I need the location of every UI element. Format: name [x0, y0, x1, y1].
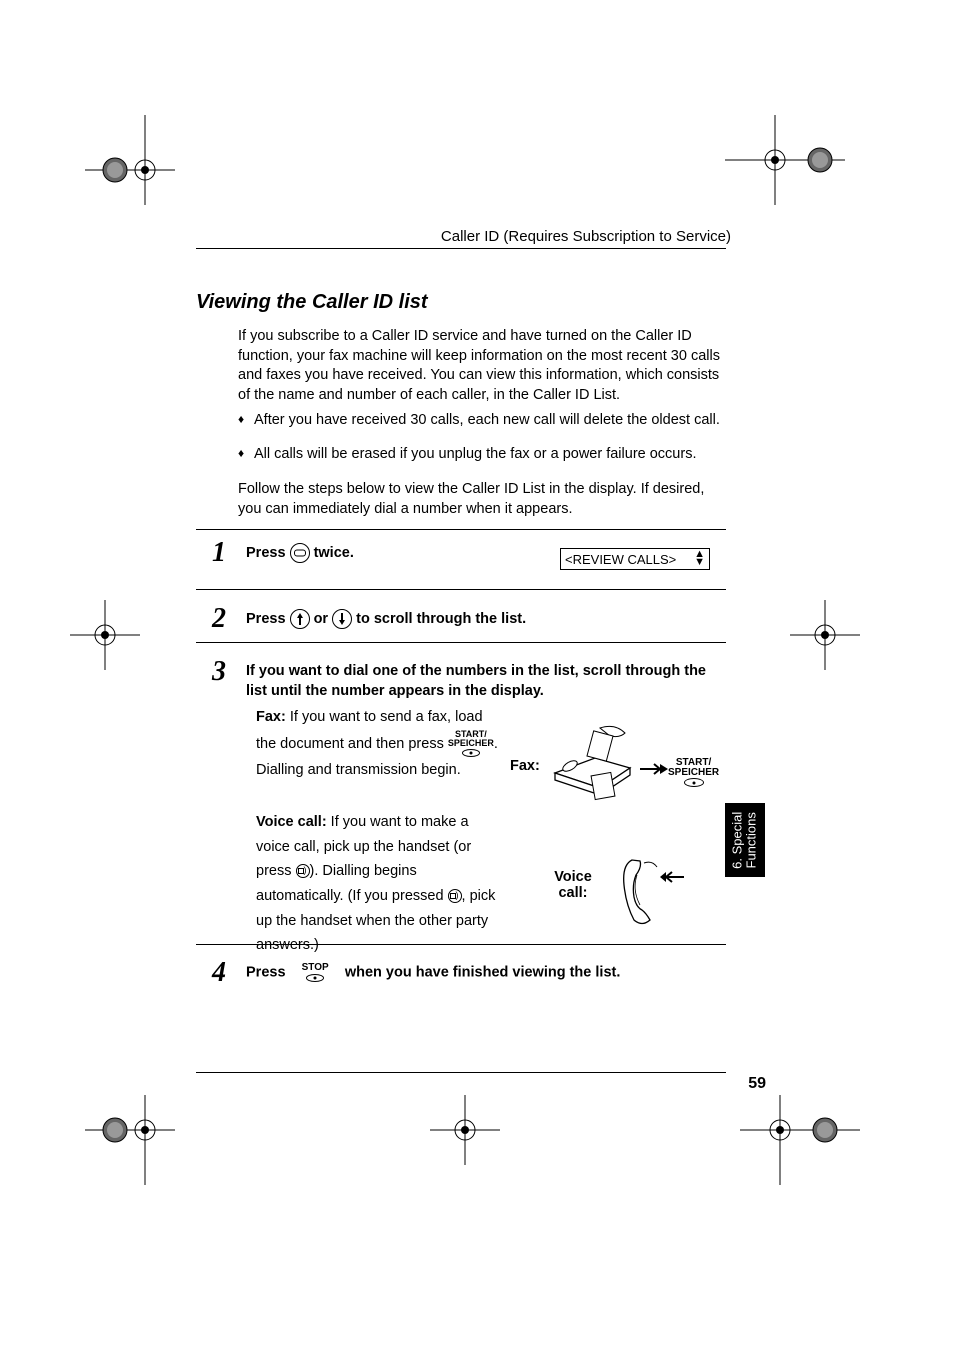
divider [196, 944, 726, 945]
section-title: Viewing the Caller ID list [196, 291, 428, 314]
step-number: 1 [212, 537, 226, 569]
step-number: 2 [212, 603, 226, 635]
chapter-tab: 6. Special Functions [725, 803, 765, 877]
followup-paragraph: Follow the steps below to view the Calle… [238, 480, 728, 519]
bullet-list: After you have received 30 calls, each n… [238, 411, 728, 478]
stop-button-icon: STOP [302, 963, 329, 982]
page-number: 59 [748, 1075, 766, 1093]
step-text: Press [246, 964, 290, 980]
step-text: twice. [314, 545, 354, 561]
label: Voice call: [256, 814, 327, 830]
divider [196, 529, 726, 530]
divider [196, 589, 726, 590]
arrow-icon [660, 870, 684, 889]
down-arrow-button-icon [332, 609, 352, 629]
illustration-label: Voice call: [553, 870, 593, 902]
running-head: Caller ID (Requires Subscription to Serv… [441, 228, 731, 245]
step-4: 4 Press STOP when you have finished view… [196, 963, 726, 983]
list-item: After you have received 30 calls, each n… [238, 411, 728, 431]
handset-icon [612, 855, 662, 935]
divider [196, 1072, 726, 1073]
speaker-button-icon [448, 889, 462, 903]
label: Fax: [256, 709, 286, 725]
crop-mark-icon [430, 1095, 500, 1165]
step-text: to scroll through the list. [356, 611, 526, 627]
chapter-tab-text: 6. Special Functions [731, 811, 760, 868]
crop-mark-icon [70, 600, 140, 670]
step-text: or [314, 611, 333, 627]
intro-paragraph: If you subscribe to a Caller ID service … [238, 327, 728, 405]
up-arrow-button-icon [290, 609, 310, 629]
illustration-label: Fax: [510, 758, 540, 774]
arrow-icon [640, 762, 668, 781]
crop-mark-icon [790, 600, 860, 670]
page: Caller ID (Requires Subscription to Serv… [0, 0, 954, 1351]
step-2: 2 Press or to scroll through the list. [196, 609, 726, 629]
crop-mark-icon [85, 115, 175, 205]
display-text: <REVIEW CALLS> [565, 552, 676, 567]
start-button-label: START/ SPEICHER [668, 758, 719, 790]
divider [196, 248, 726, 249]
step-text: Press [246, 611, 290, 627]
step-number: 4 [212, 957, 226, 989]
step-3: 3 If you want to dial one of the numbers… [196, 662, 726, 701]
scroll-arrows-icon: ▲▼ [694, 551, 705, 566]
step3-voice-paragraph: Voice call: If you want to make a voice … [256, 810, 501, 958]
step-text: when you have finished viewing the list. [345, 964, 621, 980]
divider [196, 642, 726, 643]
crop-mark-icon [740, 1095, 860, 1185]
lcd-display: <REVIEW CALLS> ▲▼ [560, 548, 710, 570]
fax-machine-icon [545, 718, 640, 808]
crop-mark-icon [725, 115, 845, 205]
step-text: If you want to dial one of the numbers i… [246, 662, 724, 701]
start-button-icon: START/ SPEICHER [448, 730, 494, 758]
step-text: Press [246, 545, 290, 561]
step3-fax-paragraph: Fax: If you want to send a fax, load the… [256, 705, 501, 782]
menu-button-icon [290, 543, 310, 563]
list-item: All calls will be erased if you unplug t… [238, 445, 728, 465]
step-number: 3 [212, 656, 226, 688]
crop-mark-icon [85, 1095, 175, 1185]
speaker-button-icon [296, 864, 310, 878]
